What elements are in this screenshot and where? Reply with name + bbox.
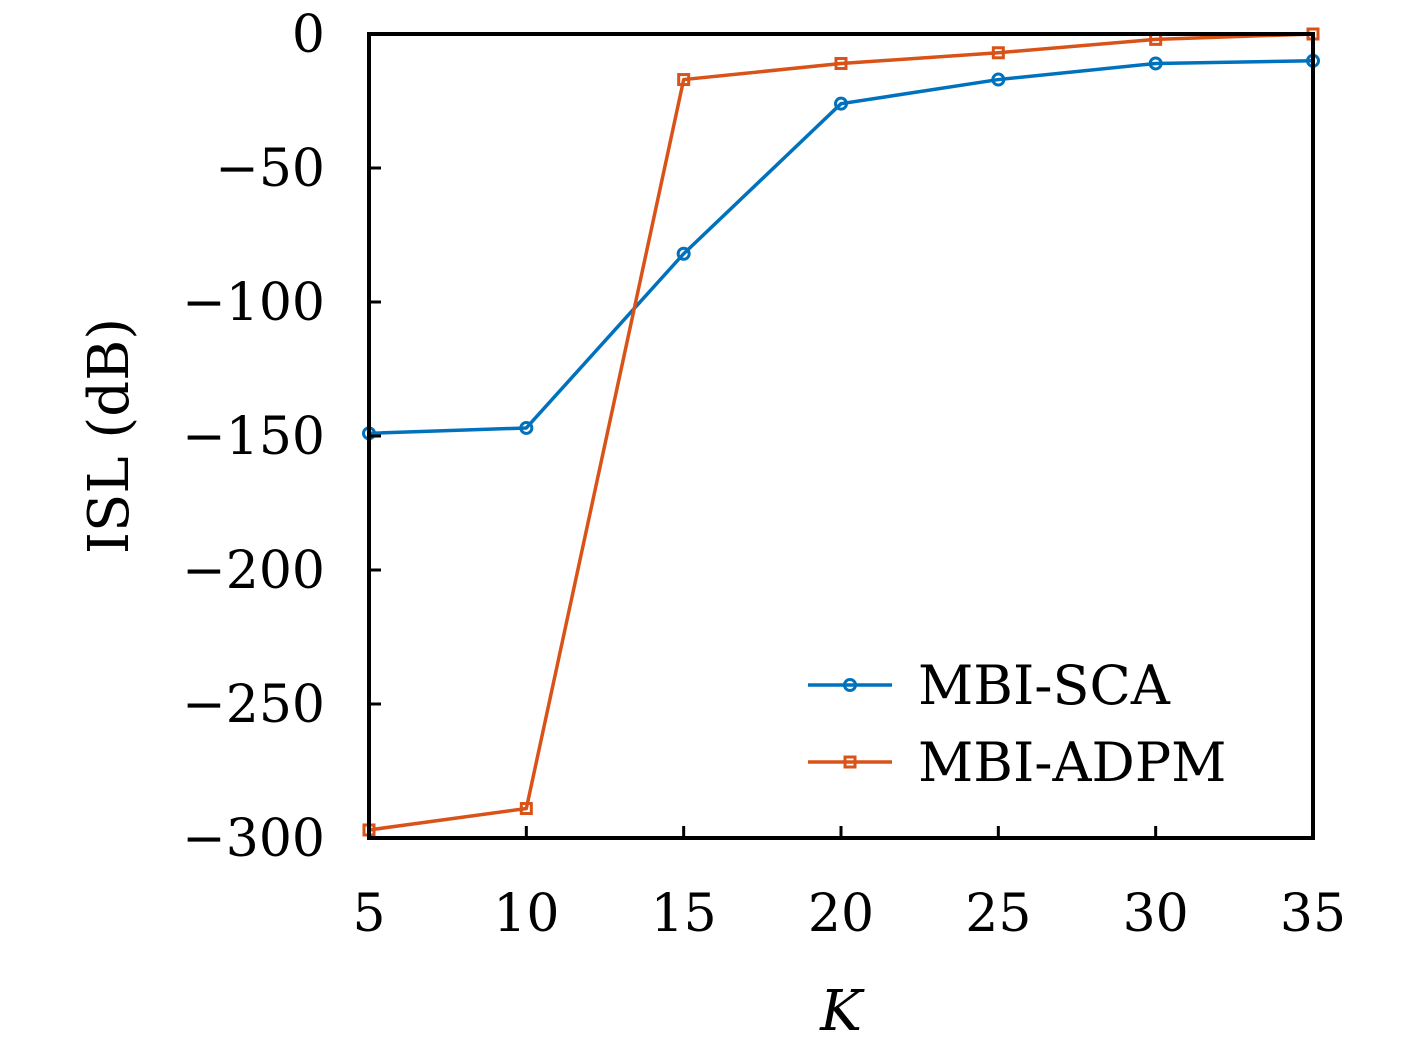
legend: MBI-SCA MBI-ADPM [808,654,1226,794]
x-tick-label: 10 [493,884,559,944]
x-axis-title: K [819,979,865,1044]
x-tick-label: 35 [1280,884,1346,944]
plot-frame [367,32,1315,840]
x-tick-label: 15 [651,884,717,944]
y-tick-label: −200 [182,541,325,601]
series-line-mbi-adpm [368,32,1314,832]
legend-label-mbi-sca: MBI-SCA [918,654,1171,717]
series-point-mbi-sca [519,420,534,435]
series-point-mbi-adpm [834,56,848,70]
series-point-mbi-sca [1148,56,1163,71]
legend-marker-mbi-adpm [843,755,857,769]
legend-label-mbi-adpm: MBI-ADPM [918,731,1226,794]
y-tick-label: −100 [182,273,325,333]
y-tick-label: −250 [182,675,325,735]
x-tick-label: 20 [808,884,874,944]
y-tick-label: 0 [292,5,325,65]
y-axis-title: ISL (dB) [77,318,142,554]
series-point-mbi-adpm [519,802,533,816]
y-tick-label: −150 [182,407,325,467]
series-layer [362,27,1320,837]
y-tick-label: −300 [182,809,325,869]
axes-layer: 5 10 15 20 25 30 35 0 −50 −100 −150 −200 −250 −300 [182,5,1346,944]
series-point-mbi-sca [834,96,848,111]
series-point-mbi-adpm [677,73,691,87]
series-point-mbi-sca [676,246,691,261]
x-tick-label: 5 [352,884,385,944]
series-point-mbi-adpm [991,46,1005,60]
y-tick-label: −50 [215,139,325,199]
series-line-mbi-sca [368,59,1314,436]
legend-marker-mbi-sca [843,678,857,692]
x-tick-label: 30 [1123,884,1189,944]
series-point-mbi-sca [991,72,1006,87]
x-tick-label: 25 [965,884,1031,944]
